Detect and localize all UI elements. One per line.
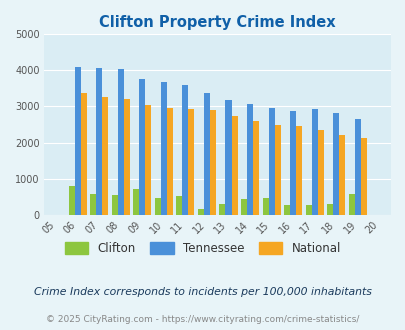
Bar [354,119,360,215]
Bar [332,113,338,215]
Bar [166,108,173,215]
Text: © 2025 CityRating.com - https://www.cityrating.com/crime-statistics/: © 2025 CityRating.com - https://www.city… [46,315,359,324]
Bar [90,194,96,215]
Bar [225,100,231,215]
Bar [295,126,301,215]
Bar [160,82,166,215]
Bar [75,67,81,215]
Bar [209,111,215,215]
Bar [124,99,130,215]
Bar [145,105,151,215]
Bar [241,199,246,215]
Bar [284,205,289,215]
Bar [338,135,344,215]
Bar [198,209,203,215]
Bar [102,97,108,215]
Bar [68,186,75,215]
Bar [317,130,323,215]
Bar [96,68,102,215]
Bar [252,121,258,215]
Bar [111,195,117,215]
Bar [81,93,87,215]
Bar [203,93,209,215]
Title: Clifton Property Crime Index: Clifton Property Crime Index [99,15,335,30]
Bar [274,125,280,215]
Bar [176,196,182,215]
Bar [155,198,160,215]
Bar [246,104,252,215]
Bar [231,116,237,215]
Bar [360,138,366,215]
Bar [305,205,311,215]
Legend: Clifton, Tennessee, National: Clifton, Tennessee, National [60,237,345,260]
Bar [311,109,317,215]
Bar [219,204,225,215]
Bar [117,69,124,215]
Bar [289,111,295,215]
Bar [348,194,354,215]
Bar [139,79,145,215]
Text: Crime Index corresponds to incidents per 100,000 inhabitants: Crime Index corresponds to incidents per… [34,287,371,297]
Bar [326,204,332,215]
Bar [262,198,268,215]
Bar [182,85,188,215]
Bar [268,108,274,215]
Bar [188,109,194,215]
Bar [133,189,139,215]
